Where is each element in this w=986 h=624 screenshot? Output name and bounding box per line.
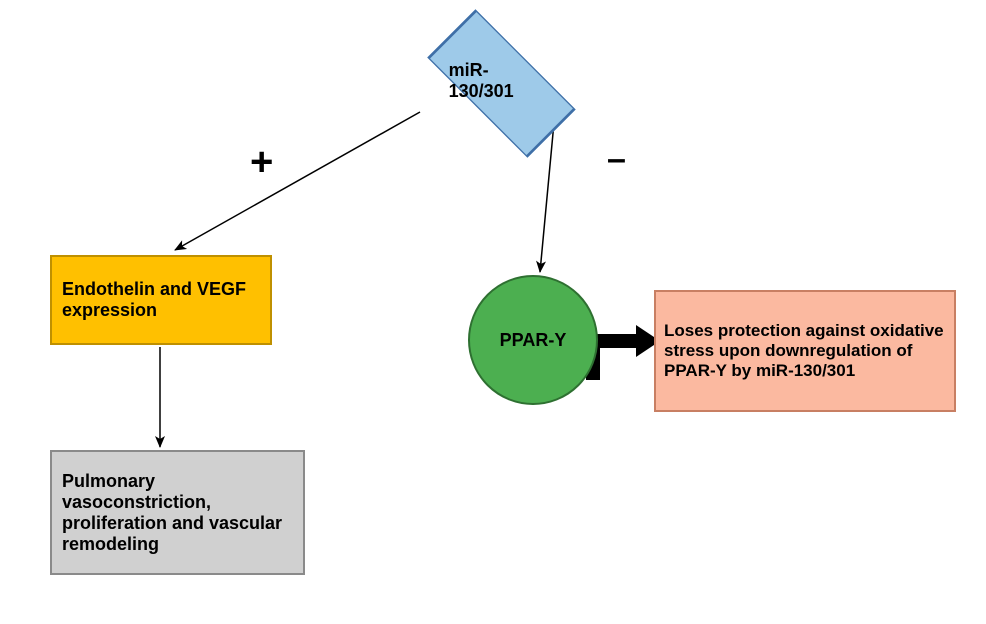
- node-oxidative-stress-outcome: Loses protection against oxidative stres…: [654, 290, 956, 412]
- node-oxidative-stress-outcome-label: Loses protection against oxidative stres…: [664, 321, 946, 381]
- node-ppar-y: PPAR-Y: [468, 275, 598, 405]
- node-endothelin-vegf: Endothelin and VEGF expression: [50, 255, 272, 345]
- node-endothelin-label: Endothelin and VEGF expression: [62, 279, 260, 321]
- node-ppary-label: PPAR-Y: [500, 330, 567, 351]
- arrow-mir-to-endothelin: [175, 112, 420, 250]
- node-mir-130-301: miR-130/301: [449, 31, 550, 132]
- minus-symbol: –: [607, 140, 626, 179]
- node-pulmonary-outcome: Pulmonary vasoconstriction, proliferatio…: [50, 450, 305, 575]
- plus-symbol: +: [250, 140, 273, 185]
- node-mir-label: miR-130/301: [449, 60, 550, 102]
- node-pulmonary-outcome-label: Pulmonary vasoconstriction, proliferatio…: [62, 471, 293, 555]
